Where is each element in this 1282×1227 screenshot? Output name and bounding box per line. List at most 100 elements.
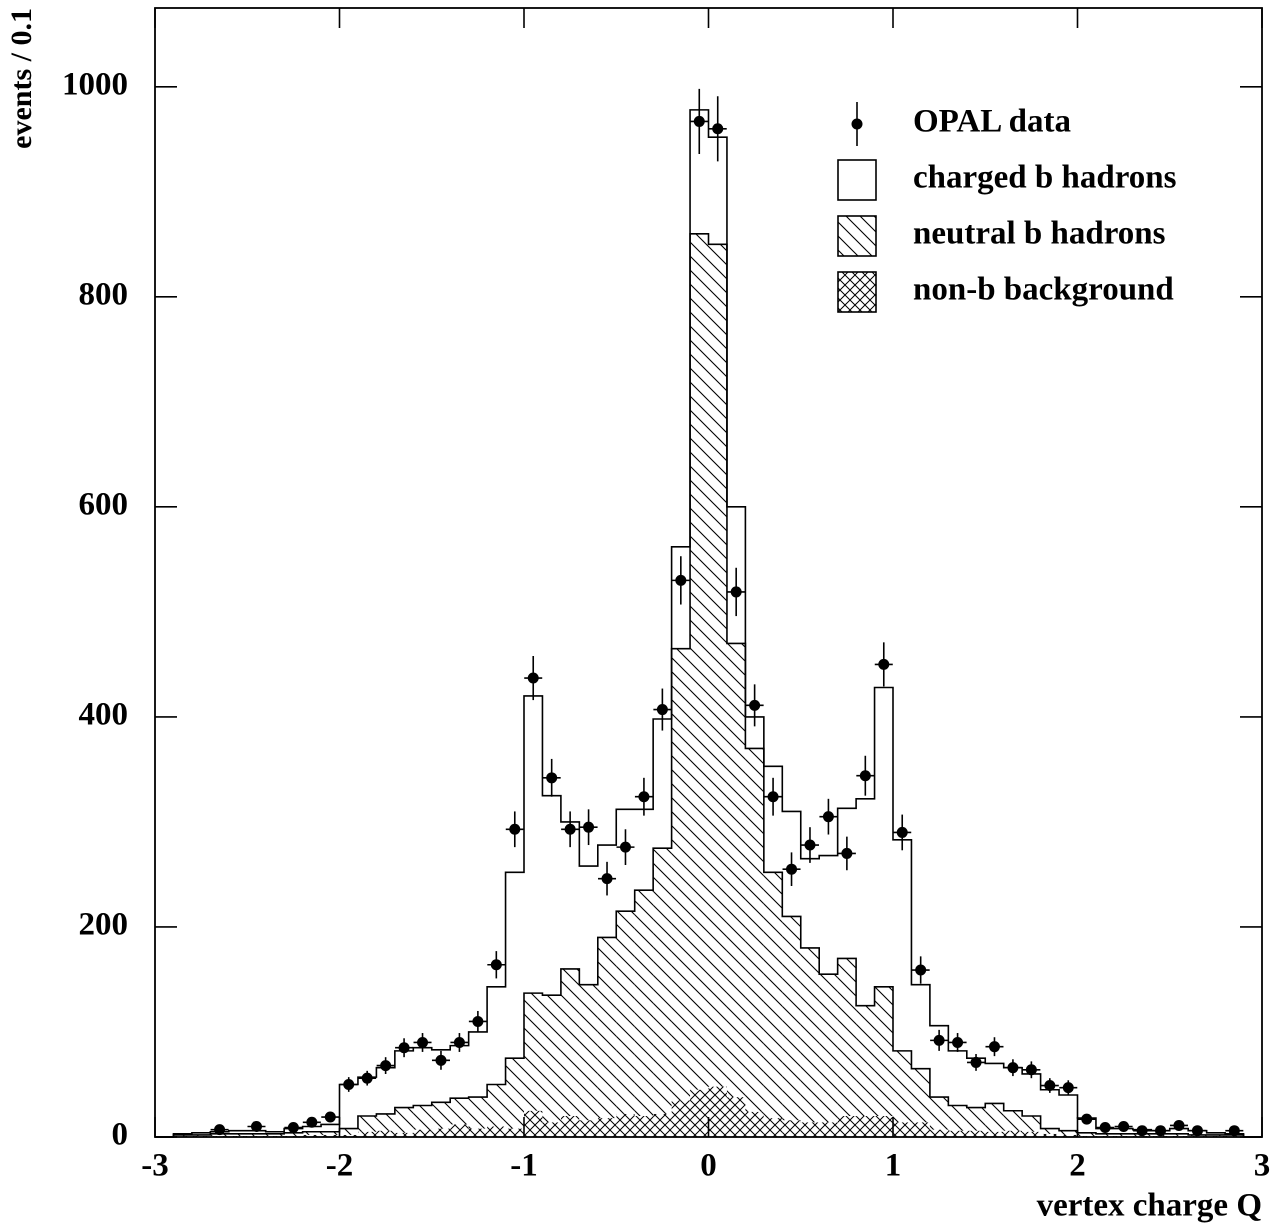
data-point (841, 847, 853, 859)
x-tick-label: 2 (1069, 1148, 1086, 1184)
data-point (472, 1015, 484, 1027)
histogram-bar (966, 1130, 986, 1137)
histogram-bar (487, 986, 506, 1085)
data-point (915, 964, 927, 976)
histogram-bar (985, 1063, 1004, 1104)
histogram-bar (929, 1129, 949, 1137)
histogram-bar (302, 1126, 322, 1132)
histogram-bar (376, 1067, 395, 1114)
histogram-bar (376, 1130, 395, 1137)
histogram-bar (634, 1115, 654, 1137)
histogram-bar (1003, 1067, 1023, 1111)
data-point (896, 826, 908, 838)
histogram-bar (579, 1120, 598, 1137)
x-axis-label: vertex charge Q (1037, 1188, 1262, 1224)
histogram-bar (468, 1031, 488, 1098)
y-tick-label: 400 (79, 696, 129, 732)
histogram-bar (560, 968, 580, 1116)
histogram-bar (579, 866, 598, 985)
histogram-bar (634, 890, 654, 1116)
histogram-bar (339, 1134, 358, 1137)
histogram-bar (819, 1122, 838, 1137)
data-point (214, 1124, 226, 1136)
histogram-bar (1040, 1089, 1060, 1129)
histogram-bar (431, 1102, 451, 1129)
histogram-bar (579, 984, 598, 1121)
y-tick-label: 200 (79, 907, 129, 943)
histogram-bar (524, 993, 543, 1111)
data-point (878, 658, 890, 670)
y-tick-label: 1000 (62, 66, 128, 102)
data-point (324, 1111, 336, 1123)
histogram-bar (357, 1131, 377, 1137)
histogram-bar (985, 1131, 1004, 1137)
histogram-bar (893, 839, 912, 1051)
histogram-bar (413, 1129, 432, 1137)
histogram-bar (339, 1128, 358, 1135)
data-point (601, 873, 613, 885)
histogram-bar (616, 1113, 635, 1137)
histogram-bar (874, 986, 893, 1116)
histogram-bar (228, 1133, 248, 1136)
data-point (1191, 1125, 1203, 1137)
histogram-bar (763, 766, 783, 873)
x-tick-label: -2 (326, 1148, 354, 1184)
histogram-bar (191, 1132, 211, 1135)
histogram-bar (653, 848, 672, 1114)
legend-marker (837, 159, 877, 201)
legend-label: neutral b hadrons (913, 216, 1166, 252)
histogram-bar (321, 1134, 340, 1137)
histogram-bar (487, 1126, 506, 1137)
histogram-bar (1059, 1130, 1078, 1135)
data-point (1173, 1119, 1185, 1131)
histogram-bar (837, 1115, 857, 1137)
histogram-bar (800, 858, 820, 948)
histogram-bar (505, 1058, 524, 1129)
histogram-bar (597, 1118, 617, 1137)
histogram-bar (247, 1133, 266, 1136)
data-point (583, 821, 595, 833)
data-point (859, 770, 871, 782)
histogram-bar (745, 748, 764, 1112)
histogram-bar (708, 137, 727, 245)
data-point (1081, 1113, 1093, 1125)
histogram-bar (893, 1122, 912, 1137)
histogram-bar (874, 1115, 893, 1137)
histogram-bar (1003, 1110, 1023, 1131)
data-point (1155, 1125, 1167, 1137)
histogram-bar (1114, 1133, 1133, 1136)
legend-marker (851, 118, 863, 130)
histogram-bar (376, 1113, 395, 1131)
x-tick-label: 3 (1254, 1148, 1271, 1184)
data-point (638, 791, 650, 803)
data-point (712, 123, 724, 135)
data-point (804, 839, 816, 851)
histogram-bar (1169, 1128, 1189, 1134)
data-point (546, 772, 558, 784)
histogram-bar (450, 1045, 469, 1099)
legend-marker (837, 271, 877, 313)
histogram-bar (394, 1132, 414, 1137)
histogram-bar (745, 716, 764, 749)
histogram-bar (431, 1128, 451, 1137)
histogram-bar (929, 1025, 949, 1098)
data-point (988, 1041, 1000, 1053)
histogram-bar (542, 995, 561, 1123)
data-point (970, 1056, 982, 1068)
histogram-bar (819, 855, 838, 975)
histogram-bar (1040, 1133, 1060, 1137)
histogram-bar (357, 1077, 377, 1116)
legend-marker (837, 215, 877, 257)
histogram-bar (616, 911, 635, 1114)
histogram-bar (284, 1132, 303, 1136)
histogram-bar (726, 643, 746, 1098)
histogram-bar (690, 233, 709, 1090)
histogram-bar (394, 1050, 414, 1108)
data-point (1136, 1125, 1148, 1137)
data-point (1044, 1080, 1056, 1092)
histogram-bar (911, 984, 930, 1069)
histogram-bar (653, 719, 672, 849)
histogram-bar (1169, 1133, 1189, 1136)
histogram-bar (450, 1098, 469, 1125)
